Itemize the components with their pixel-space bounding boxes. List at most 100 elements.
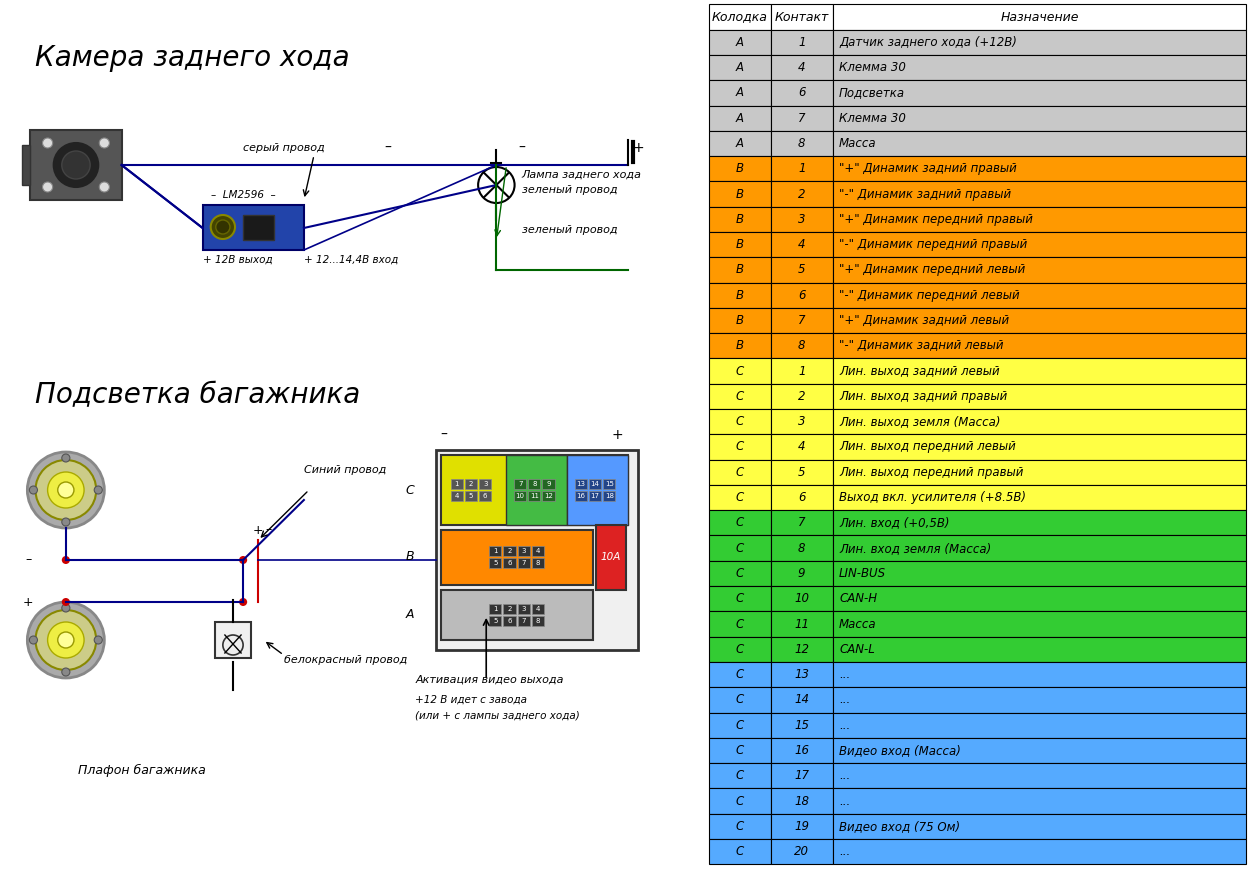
Circle shape: [35, 460, 97, 520]
Bar: [709, 384, 771, 409]
Bar: [771, 434, 832, 459]
Bar: [832, 434, 1246, 459]
Bar: [771, 359, 832, 384]
Bar: [832, 712, 1246, 738]
Bar: [832, 359, 1246, 384]
Text: "+" Динамик задний правый: "+" Динамик задний правый: [840, 162, 1017, 175]
Text: 6: 6: [798, 86, 806, 100]
Circle shape: [94, 636, 103, 644]
Bar: [771, 409, 832, 434]
Bar: [771, 384, 832, 409]
Bar: [709, 611, 771, 636]
Bar: [832, 839, 1246, 864]
Text: B: B: [735, 188, 744, 201]
Text: –: –: [518, 141, 525, 155]
Text: 8: 8: [532, 481, 537, 487]
Text: 17: 17: [794, 769, 809, 782]
Circle shape: [238, 556, 247, 564]
Text: 4: 4: [536, 548, 540, 554]
Text: +: +: [254, 524, 264, 537]
Text: 3: 3: [798, 416, 806, 428]
Text: CAN-H: CAN-H: [840, 592, 877, 605]
Text: 6: 6: [798, 289, 806, 302]
Circle shape: [61, 518, 70, 526]
Text: 8: 8: [798, 340, 806, 353]
Text: ...: ...: [840, 769, 851, 782]
Bar: [832, 814, 1246, 839]
Bar: [30, 130, 122, 200]
Bar: [832, 232, 1246, 258]
Circle shape: [43, 138, 53, 148]
Bar: [709, 207, 771, 232]
Text: 18: 18: [794, 794, 809, 808]
Bar: [709, 662, 771, 687]
Text: 14: 14: [591, 481, 600, 487]
Text: C: C: [735, 441, 744, 453]
Bar: [771, 4, 832, 30]
Bar: [515, 491, 526, 501]
Circle shape: [216, 220, 230, 234]
Bar: [517, 558, 530, 568]
Text: C: C: [735, 718, 744, 732]
Text: 2: 2: [469, 481, 473, 487]
Bar: [503, 616, 516, 626]
Bar: [709, 788, 771, 814]
Text: ...: ...: [840, 794, 851, 808]
Text: Активация видео выхода: Активация видео выхода: [415, 675, 563, 685]
Bar: [771, 560, 832, 586]
Text: 14: 14: [794, 693, 809, 706]
Text: B: B: [735, 264, 744, 277]
Text: 7: 7: [798, 516, 806, 529]
Text: 2: 2: [507, 606, 512, 612]
Text: зеленый провод: зеленый провод: [522, 225, 617, 235]
Text: 5: 5: [469, 493, 473, 499]
Bar: [832, 4, 1246, 30]
Bar: [532, 546, 543, 556]
Text: C: C: [735, 617, 744, 630]
Bar: [515, 479, 526, 489]
Text: C: C: [735, 466, 744, 478]
Text: Лин. выход передний левый: Лин. выход передний левый: [840, 441, 1015, 453]
Text: (или + с лампы заднего хода): (или + с лампы заднего хода): [415, 710, 580, 720]
Text: 9: 9: [798, 567, 806, 580]
Bar: [589, 479, 601, 489]
Bar: [532, 558, 543, 568]
Text: 7: 7: [518, 481, 522, 487]
Bar: [771, 258, 832, 283]
Bar: [771, 687, 832, 712]
Bar: [709, 586, 771, 611]
Text: B: B: [735, 162, 744, 175]
Text: Масса: Масса: [840, 137, 877, 150]
Bar: [435, 450, 638, 650]
Bar: [771, 283, 832, 308]
Bar: [771, 232, 832, 258]
Text: 13: 13: [576, 481, 585, 487]
Text: 3: 3: [522, 606, 526, 612]
Bar: [832, 283, 1246, 308]
Text: 5: 5: [798, 466, 806, 478]
Text: 5: 5: [493, 618, 497, 624]
Bar: [517, 546, 530, 556]
Bar: [441, 530, 592, 585]
Text: 18: 18: [605, 493, 614, 499]
Bar: [771, 814, 832, 839]
Text: "+" Динамик задний левый: "+" Динамик задний левый: [840, 314, 1009, 327]
Bar: [709, 712, 771, 738]
Bar: [832, 333, 1246, 359]
Text: Синий провод: Синий провод: [304, 465, 387, 475]
Bar: [567, 455, 628, 525]
Text: 8: 8: [536, 560, 540, 566]
Bar: [771, 131, 832, 156]
Bar: [832, 409, 1246, 434]
Text: "-" Динамик задний правый: "-" Динамик задний правый: [840, 188, 1012, 201]
Circle shape: [28, 602, 104, 678]
Bar: [771, 712, 832, 738]
Circle shape: [43, 182, 53, 192]
Text: 8: 8: [798, 137, 806, 150]
Text: 8: 8: [798, 541, 806, 554]
Bar: [771, 788, 832, 814]
Bar: [202, 205, 304, 250]
Bar: [542, 491, 555, 501]
Text: 7: 7: [522, 618, 526, 624]
Bar: [575, 491, 587, 501]
